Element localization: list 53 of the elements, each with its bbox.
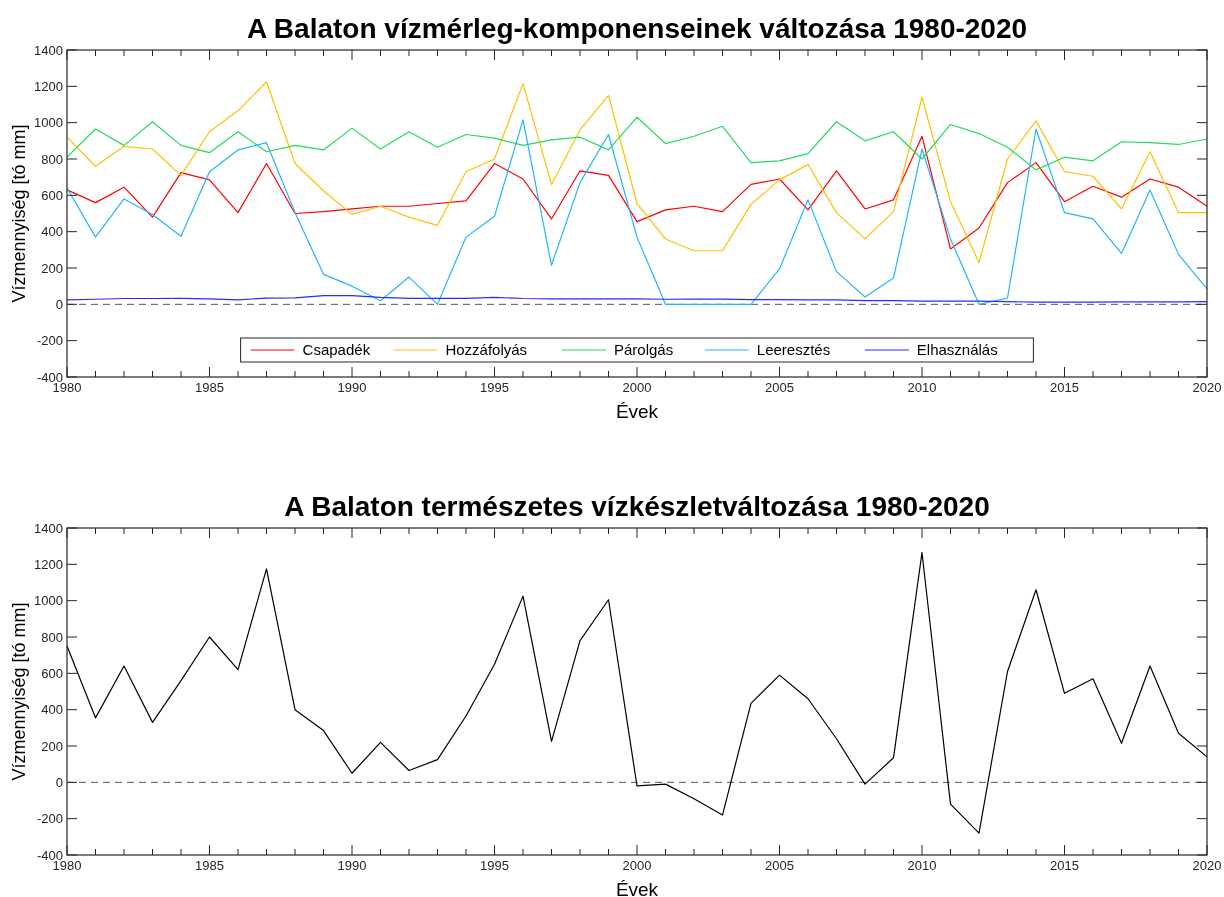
chart-title: A Balaton vízmérleg-komponenseinek változása 1980-2020 [246, 13, 1028, 44]
y-tick-label: -200 [36, 811, 63, 827]
x-tick-label: 2020 [1192, 380, 1222, 395]
x-tick-label: 1995 [480, 380, 509, 395]
x-tick-label: 1985 [195, 380, 224, 395]
y-tick-label: 0 [55, 774, 63, 790]
y-tick-label: 600 [41, 187, 63, 203]
x-tick-label: 2005 [765, 858, 794, 873]
y-tick-label: 400 [41, 702, 63, 718]
x-tick-label: 1990 [337, 858, 367, 873]
line-series [66, 119, 1208, 305]
line-series [66, 551, 1208, 834]
x-tick-label: 1995 [480, 858, 509, 873]
x-tick-label: 2015 [1050, 380, 1079, 395]
x-tick-label: 2010 [907, 858, 937, 873]
x-tick-label: 2020 [1192, 858, 1222, 873]
y-tick-label: 200 [41, 738, 63, 754]
line-series [66, 295, 1208, 303]
y-tick-label: 800 [41, 151, 63, 167]
x-tick-label: 2000 [622, 380, 652, 395]
y-tick-label: 1200 [34, 556, 63, 572]
x-tick-label: 2015 [1050, 858, 1079, 873]
legend-label: Hozzáfolyás [445, 341, 528, 358]
y-tick-label: 400 [41, 224, 63, 240]
x-axis-title: Évek [615, 401, 659, 422]
legend-label: Elhasználás [916, 341, 998, 358]
line-series [66, 116, 1208, 171]
legend-label: Párolgás [614, 341, 674, 358]
chart-title: A Balaton természetes vízkészletváltozása 1980-2020 [284, 491, 990, 522]
y-axis-title: Vízmennyiség [tó mm] [9, 124, 29, 303]
y-tick-label: -200 [36, 333, 63, 349]
y-tick-label: 1400 [34, 520, 63, 536]
legend-label: Leeresztés [756, 341, 831, 358]
y-tick-label: 600 [41, 665, 63, 681]
y-tick-label: 800 [41, 629, 63, 645]
y-tick-label: 1000 [34, 115, 63, 131]
y-tick-label: 0 [55, 296, 63, 312]
y-tick-label: 1400 [34, 42, 63, 58]
y-tick-label: 1000 [34, 593, 63, 609]
x-tick-label: 1990 [337, 380, 367, 395]
y-axis-title: Vízmennyiség [tó mm] [9, 602, 29, 781]
line-series [66, 135, 1208, 250]
legend-label: Csapadék [302, 341, 371, 358]
x-tick-label: 1980 [52, 380, 82, 395]
y-tick-label: 200 [41, 260, 63, 276]
x-tick-label: 2005 [765, 380, 794, 395]
x-tick-label: 2010 [907, 380, 937, 395]
line-series [66, 81, 1208, 264]
x-axis-title: Évek [615, 879, 659, 897]
x-tick-label: 1985 [195, 858, 224, 873]
x-tick-label: 1980 [52, 858, 82, 873]
x-tick-label: 2000 [622, 858, 652, 873]
y-tick-label: 1200 [34, 78, 63, 94]
